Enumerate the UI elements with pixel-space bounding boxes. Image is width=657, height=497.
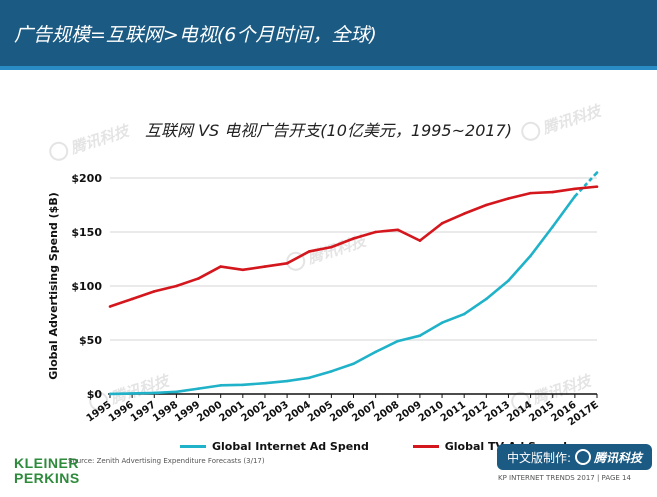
data-point-series-0 bbox=[352, 362, 355, 366]
badge-label: 中文版制作: bbox=[506, 450, 572, 465]
data-point-series-1 bbox=[307, 250, 311, 253]
data-point-series-0 bbox=[285, 379, 289, 383]
data-point-series-1 bbox=[175, 284, 178, 288]
data-point-series-1 bbox=[130, 297, 134, 301]
data-point-series-1 bbox=[440, 222, 444, 225]
legend-item-internet: Global Internet Ad Spend bbox=[180, 440, 369, 453]
data-point-series-1 bbox=[241, 268, 245, 272]
data-point-series-1 bbox=[418, 239, 422, 242]
data-point-series-0 bbox=[374, 350, 377, 354]
data-point-series-1 bbox=[551, 190, 555, 194]
data-point-series-1 bbox=[352, 237, 355, 240]
chinese-edition-badge: 中文版制作: 腾讯科技 bbox=[497, 444, 652, 470]
data-point-series-1 bbox=[263, 265, 267, 268]
data-point-series-0 bbox=[307, 376, 311, 380]
data-point-series-1 bbox=[330, 245, 333, 249]
y-tick-label: $150 bbox=[71, 226, 102, 239]
data-point-series-0 bbox=[219, 384, 222, 387]
page-title: 广告规模=互联网>电视(6个月时间，全球) bbox=[14, 24, 377, 46]
brand-line-2: PERKINS bbox=[14, 470, 80, 486]
legend-label-internet: Global Internet Ad Spend bbox=[212, 440, 369, 453]
y-tick-label: $200 bbox=[71, 172, 102, 185]
data-point-series-1 bbox=[462, 212, 466, 215]
data-point-series-1 bbox=[529, 191, 532, 195]
data-point-series-0 bbox=[330, 370, 333, 373]
report-page-info: KP INTERNET TRENDS 2017 | PAGE 14 bbox=[498, 474, 631, 482]
data-point-series-1 bbox=[485, 203, 488, 207]
data-point-series-0 bbox=[396, 339, 400, 343]
source-note: Source: Zenith Advertising Expenditure F… bbox=[68, 457, 265, 465]
data-point-series-0 bbox=[440, 321, 444, 325]
data-point-series-0 bbox=[263, 381, 267, 385]
header-stripe bbox=[0, 66, 657, 70]
line-chart: $0$50$100$150$20019951996199719981999200… bbox=[47, 171, 601, 428]
data-point-series-0 bbox=[462, 312, 466, 316]
header-bar: 广告规模=互联网>电视(6个月时间，全球) bbox=[0, 0, 657, 66]
data-point-series-1 bbox=[396, 228, 400, 232]
data-point-series-0 bbox=[529, 254, 532, 258]
brand-line-1: KLEINER bbox=[14, 455, 79, 471]
tencent-logo-icon bbox=[575, 449, 592, 465]
data-point-series-1 bbox=[595, 185, 599, 188]
data-point-series-0 bbox=[595, 171, 599, 174]
data-point-series-0 bbox=[175, 390, 178, 394]
legend-swatch-tv bbox=[412, 445, 439, 448]
series-line-1 bbox=[109, 185, 598, 308]
data-point-series-1 bbox=[197, 277, 200, 280]
data-point-series-1 bbox=[507, 197, 510, 200]
legend-swatch-internet bbox=[180, 445, 206, 448]
data-point-series-1 bbox=[285, 262, 289, 265]
y-axis-label: Global Advertising Spend ($B) bbox=[47, 192, 60, 379]
data-point-series-1 bbox=[219, 265, 222, 268]
data-point-series-0 bbox=[485, 297, 488, 301]
data-point-series-0 bbox=[152, 391, 156, 395]
data-point-series-0 bbox=[241, 383, 245, 387]
data-point-series-1 bbox=[573, 187, 577, 191]
kleiner-perkins-logo: KLEINER PERKINS bbox=[14, 456, 80, 486]
data-point-series-0 bbox=[573, 195, 577, 198]
y-tick-label: $50 bbox=[79, 334, 102, 347]
chart-title: 互联网 VS 电视广告开支(10亿美元，1995~2017) bbox=[145, 121, 512, 140]
y-tick-label: $0 bbox=[87, 388, 103, 401]
data-point-series-1 bbox=[108, 305, 112, 308]
y-tick-label: $100 bbox=[71, 280, 102, 293]
data-point-series-0 bbox=[197, 387, 200, 390]
data-point-series-0 bbox=[551, 225, 555, 228]
data-point-series-1 bbox=[152, 290, 156, 293]
data-point-series-0 bbox=[108, 392, 112, 396]
series-line-projected-0 bbox=[573, 171, 598, 198]
data-point-series-0 bbox=[507, 279, 510, 282]
data-point-series-1 bbox=[374, 230, 377, 234]
data-point-series-0 bbox=[130, 392, 134, 395]
data-point-series-0 bbox=[418, 334, 422, 337]
series-line-0 bbox=[109, 195, 576, 396]
badge-brand: 腾讯科技 bbox=[594, 450, 643, 465]
